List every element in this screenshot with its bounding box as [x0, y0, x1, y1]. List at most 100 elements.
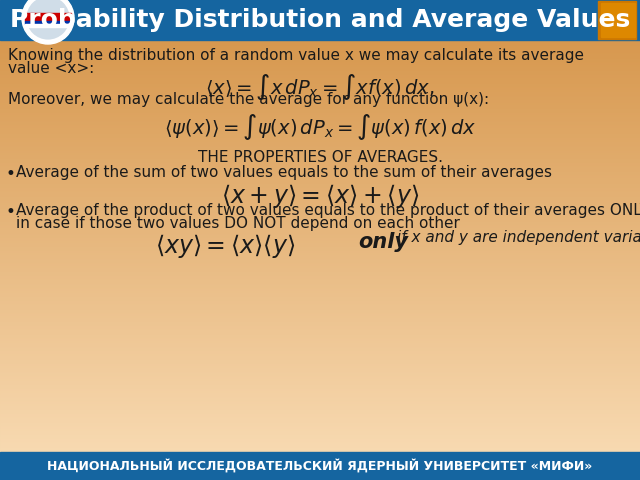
Bar: [0, 439, 640, 440]
Bar: [0, 59, 640, 60]
Bar: [0, 267, 640, 268]
Bar: [0, 34, 640, 35]
Bar: [0, 308, 640, 309]
Bar: [0, 160, 640, 161]
Text: in case if those two values DO NOT depend on each other: in case if those two values DO NOT depen…: [16, 216, 460, 231]
Bar: [0, 431, 640, 432]
Bar: [0, 163, 640, 164]
Bar: [0, 387, 640, 388]
Bar: [0, 130, 640, 131]
Bar: [0, 76, 640, 77]
Bar: [0, 335, 640, 336]
Bar: [0, 223, 640, 224]
Bar: [0, 211, 640, 212]
Bar: [0, 456, 640, 457]
Bar: [0, 75, 640, 76]
Bar: [0, 7, 640, 8]
Bar: [0, 123, 640, 124]
Bar: [0, 77, 640, 78]
Bar: [0, 410, 640, 411]
Text: Average of the sum of two values equals to the sum of their averages: Average of the sum of two values equals …: [16, 165, 552, 180]
Bar: [0, 351, 640, 352]
Bar: [0, 386, 640, 387]
Bar: [0, 13, 640, 14]
Bar: [0, 148, 640, 149]
Bar: [0, 185, 640, 186]
Bar: [0, 253, 640, 254]
Bar: [0, 110, 640, 111]
Bar: [0, 153, 640, 154]
Bar: [0, 104, 640, 105]
Bar: [0, 189, 640, 190]
Bar: [0, 20, 640, 21]
Bar: [0, 28, 640, 29]
Bar: [0, 134, 640, 135]
Bar: [0, 146, 640, 147]
Bar: [0, 97, 640, 98]
Bar: [0, 353, 640, 354]
Bar: [0, 476, 640, 477]
Bar: [0, 172, 640, 173]
Bar: [0, 411, 640, 412]
Bar: [0, 132, 640, 133]
Bar: [0, 2, 640, 3]
Bar: [0, 72, 640, 73]
Bar: [0, 296, 640, 297]
Bar: [0, 70, 640, 71]
Bar: [0, 306, 640, 307]
Bar: [0, 251, 640, 252]
Bar: [0, 91, 640, 92]
Bar: [0, 217, 640, 218]
Bar: [0, 366, 640, 367]
Bar: [0, 96, 640, 97]
Bar: [0, 207, 640, 208]
Bar: [0, 287, 640, 288]
Bar: [0, 444, 640, 445]
Bar: [0, 322, 640, 323]
Bar: [0, 243, 640, 244]
Bar: [0, 38, 640, 39]
Bar: [0, 246, 640, 247]
Bar: [0, 93, 640, 94]
Bar: [0, 43, 640, 44]
Bar: [0, 477, 640, 478]
Bar: [0, 465, 640, 466]
Bar: [0, 297, 640, 298]
Bar: [0, 427, 640, 428]
Text: $\langle x + y \rangle = \langle x \rangle + \langle y \rangle$: $\langle x + y \rangle = \langle x \rang…: [221, 182, 419, 210]
Bar: [0, 117, 640, 118]
Bar: [0, 245, 640, 246]
Bar: [0, 52, 640, 53]
Bar: [0, 86, 640, 87]
Bar: [0, 468, 640, 469]
Bar: [0, 361, 640, 362]
Bar: [0, 1, 640, 2]
Bar: [0, 230, 640, 231]
Bar: [0, 175, 640, 176]
Bar: [0, 367, 640, 368]
Bar: [0, 147, 640, 148]
Bar: [0, 74, 640, 75]
Bar: [0, 105, 640, 106]
Bar: [0, 206, 640, 207]
Bar: [0, 304, 640, 305]
Bar: [0, 428, 640, 429]
Bar: [0, 173, 640, 174]
Bar: [0, 368, 640, 369]
Bar: [0, 252, 640, 253]
Bar: [0, 423, 640, 424]
Bar: [0, 33, 640, 34]
Bar: [0, 290, 640, 291]
Bar: [0, 362, 640, 363]
Bar: [0, 347, 640, 348]
Text: $\langle x \rangle = \int x\,dP_x = \int x f(x)\,dx,$: $\langle x \rangle = \int x\,dP_x = \int…: [205, 72, 435, 102]
Bar: [0, 274, 640, 275]
Bar: [0, 109, 640, 110]
Bar: [0, 200, 640, 201]
Bar: [0, 263, 640, 264]
Bar: [0, 47, 640, 48]
Text: •: •: [5, 203, 15, 221]
Bar: [0, 46, 640, 47]
Bar: [0, 79, 640, 80]
Bar: [0, 170, 640, 171]
